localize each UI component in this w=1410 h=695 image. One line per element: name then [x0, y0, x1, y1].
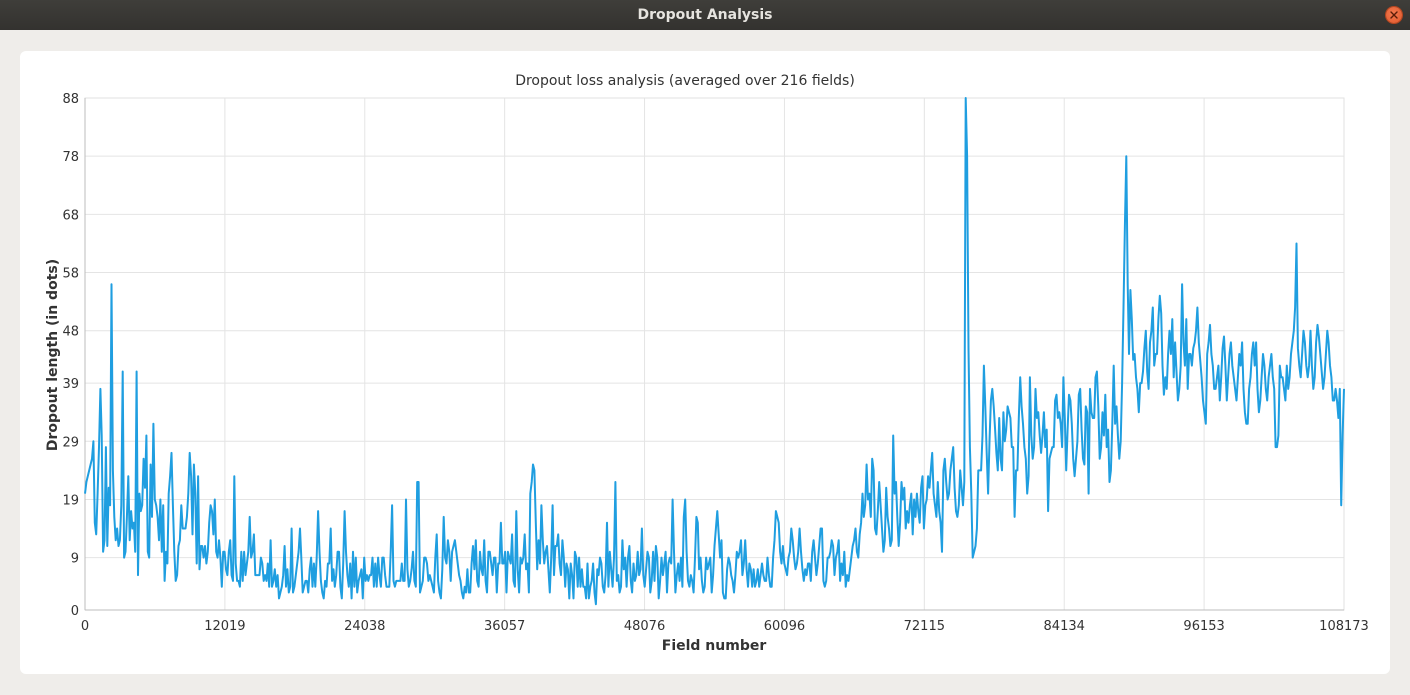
- y-tick-label: 19: [62, 493, 79, 508]
- y-tick-label: 58: [62, 267, 79, 282]
- y-tick-label: 9: [71, 552, 79, 567]
- chart-panel: 0 12019 24038 36057 48076 60096 72115 84134 9615…: [20, 51, 1390, 674]
- y-tick-label: 88: [62, 92, 79, 107]
- x-tick-label: 48076: [624, 619, 665, 634]
- x-tick-label: 72115: [904, 619, 945, 634]
- y-tick-label: 29: [62, 435, 79, 450]
- y-tick-label: 48: [62, 325, 79, 340]
- x-tick-label: 36057: [484, 619, 525, 634]
- x-tick-label: 12019: [204, 619, 245, 634]
- x-tick-label: 108173: [1319, 619, 1369, 634]
- line-chart: 0 12019 24038 36057 48076 60096 72115 84134 9615…: [45, 73, 1369, 654]
- x-tick-label: 84134: [1044, 619, 1085, 634]
- window-title: Dropout Analysis: [637, 7, 773, 23]
- x-axis-label: Field number: [662, 638, 767, 654]
- x-tick-label: 0: [81, 619, 89, 634]
- window-titlebar[interactable]: Dropout Analysis: [0, 0, 1410, 30]
- y-axis-label: Dropout length (in dots): [45, 259, 61, 451]
- x-tick-label: 24038: [344, 619, 385, 634]
- y-tick-label: 78: [62, 150, 79, 165]
- y-tick-label: 39: [62, 377, 79, 392]
- x-tick-label: 96153: [1183, 619, 1224, 634]
- y-tick-label: 68: [62, 208, 79, 223]
- x-tick-label: 60096: [764, 619, 805, 634]
- series-line-0: [84, 97, 1345, 606]
- chart-title: Dropout loss analysis (averaged over 216…: [515, 73, 855, 89]
- close-icon: [1390, 11, 1398, 19]
- axes: 0 12019 24038 36057 48076 60096 72115 84134 9615…: [62, 92, 1368, 634]
- close-button[interactable]: [1386, 7, 1402, 23]
- y-tick-label: 0: [71, 604, 79, 619]
- series-layer: [84, 97, 1345, 606]
